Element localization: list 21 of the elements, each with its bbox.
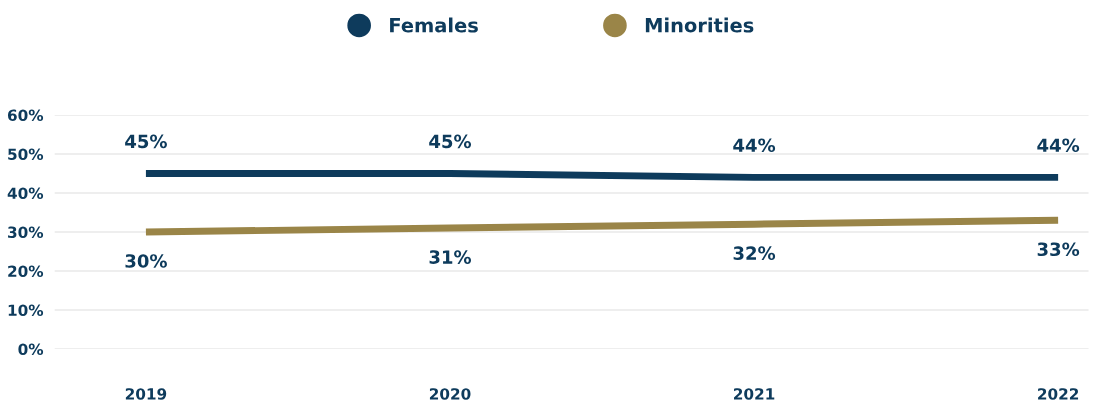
data-label: 44%	[1037, 138, 1080, 153]
data-label: 44%	[733, 138, 776, 153]
x-tick-label: 2021	[734, 388, 775, 400]
y-tick-label: 20%	[8, 265, 44, 278]
y-tick-label: 0%	[18, 343, 44, 356]
y-tick-label: 50%	[8, 148, 44, 160]
x-tick-label: 2020	[429, 388, 471, 400]
y-tick-label: 10%	[8, 304, 44, 317]
y-tick-label: 40%	[7, 187, 44, 200]
data-label: 33%	[1037, 242, 1080, 257]
y-tick-label: 60%	[7, 109, 44, 121]
data-label: 30%	[125, 254, 167, 268]
legend-label: Females	[390, 17, 478, 33]
x-tick-label: 2022	[1038, 388, 1079, 400]
x-tick-label: 2019	[125, 388, 167, 400]
data-label: 45%	[125, 134, 167, 149]
y-tick-label: 30%	[8, 226, 44, 239]
legend-label: Minorities	[645, 17, 754, 33]
data-label: 45%	[429, 134, 472, 149]
data-label: 32%	[733, 246, 776, 260]
data-label: 31%	[429, 250, 472, 264]
